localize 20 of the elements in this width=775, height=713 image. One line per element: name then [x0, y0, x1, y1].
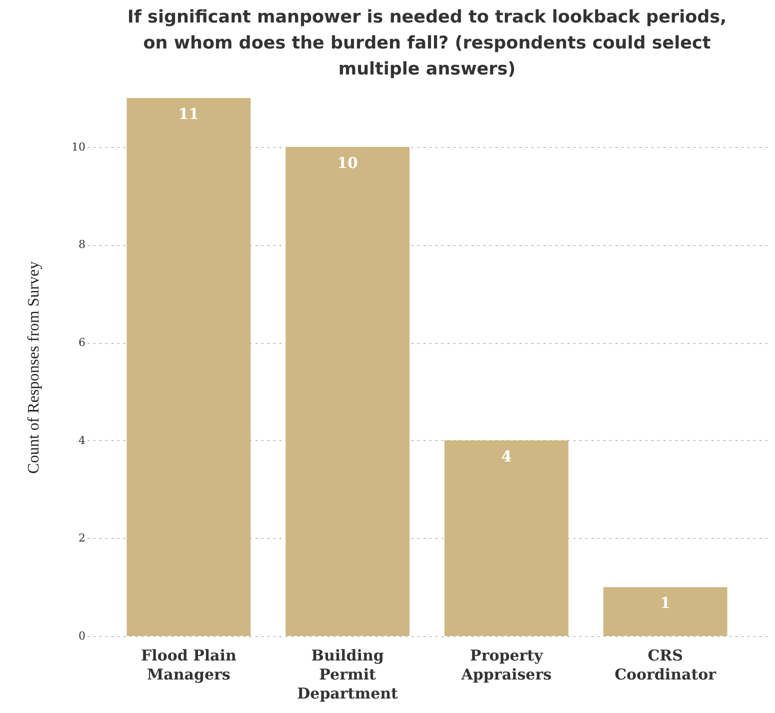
bar — [286, 146, 410, 636]
y-tick-label: 4 — [78, 434, 86, 447]
y-tick-label: 10 — [72, 140, 86, 154]
x-tick-label: Flood Plain Managers — [140, 646, 236, 684]
x-tick-label: CRS Coordinator — [614, 646, 718, 684]
y-tick-label: 6 — [78, 336, 86, 350]
chart-title: If significant manpower is needed to track lookback periods, on whom does the burden fall? (respondents could select multiple answers) — [127, 8, 727, 80]
data-label: 10 — [337, 154, 358, 172]
y-axis-title: Count of Responses from Survey — [26, 261, 43, 474]
y-tick-label: 2 — [78, 532, 86, 545]
x-tick-label: Building Permit Department — [297, 646, 398, 702]
data-label: 1 — [660, 594, 671, 612]
bar — [444, 440, 568, 636]
bar — [603, 587, 728, 636]
data-label: 11 — [178, 105, 200, 123]
data-label: 4 — [501, 447, 512, 466]
y-tick-label: 8 — [78, 238, 86, 252]
bar — [126, 98, 251, 636]
x-tick-label: Property Appraisers — [460, 646, 552, 684]
y-tick-label: 0 — [78, 630, 86, 642]
